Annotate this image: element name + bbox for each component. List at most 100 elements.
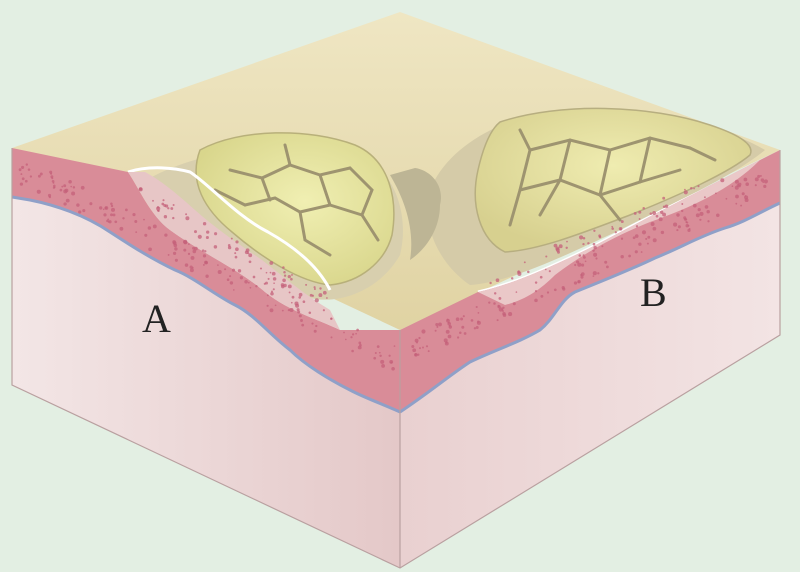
stipple-dot [641, 230, 647, 235]
stipple-dot [684, 188, 686, 191]
stipple-dot [645, 237, 648, 240]
stipple-dot [380, 359, 385, 364]
stipple-dot [114, 220, 118, 224]
stipple-dot [164, 233, 168, 237]
stipple-dot [676, 213, 680, 217]
stipple-dot [122, 217, 125, 220]
stipple-dot [65, 198, 70, 203]
stipple-dot [706, 209, 710, 214]
stipple-dot [545, 255, 548, 258]
stipple-dot [302, 300, 306, 304]
stipple-dot [620, 220, 624, 224]
stipple-dot [557, 250, 560, 254]
stipple-dot [649, 212, 653, 215]
stipple-dot [687, 224, 690, 227]
stipple-dot [463, 332, 467, 335]
stipple-dot [508, 312, 513, 317]
stipple-dot [462, 315, 465, 318]
stipple-dot [313, 329, 317, 333]
stipple-dot [393, 345, 396, 347]
stipple-dot [498, 307, 503, 312]
stipple-dot [76, 203, 80, 207]
stipple-dot [731, 185, 734, 187]
stipple-dot [192, 249, 197, 254]
stipple-dot [173, 243, 178, 248]
stipple-dot [147, 226, 152, 230]
stipple-dot [593, 229, 596, 232]
stipple-dot [754, 184, 757, 187]
stipple-dot [27, 168, 31, 171]
stipple-dot [658, 217, 663, 222]
stipple-dot [102, 208, 105, 211]
stipple-dot [162, 199, 165, 202]
stipple-dot [230, 237, 233, 240]
stipple-dot [172, 251, 177, 256]
stipple-dot [322, 290, 327, 295]
stipple-dot [662, 196, 666, 200]
stipple-dot [194, 246, 198, 251]
stipple-dot [358, 341, 362, 345]
stipple-dot [534, 298, 538, 303]
stipple-dot [213, 245, 218, 249]
stipple-dot [488, 301, 491, 304]
stipple-dot [202, 263, 205, 266]
stipple-dot [683, 217, 687, 221]
stipple-dot [161, 202, 165, 206]
stipple-dot [291, 295, 295, 299]
stipple-dot [266, 294, 269, 297]
stipple-dot [633, 211, 637, 215]
stipple-dot [416, 341, 418, 344]
stipple-dot [143, 218, 145, 221]
stipple-dot [576, 260, 580, 264]
basement-line-right [399, 201, 781, 414]
stipple-dot [156, 206, 161, 211]
stipple-dot [148, 247, 152, 252]
stipple-dot [477, 320, 480, 323]
stipple-dot [53, 186, 56, 189]
stipple-dot [434, 329, 437, 332]
stipple-dot [411, 345, 415, 348]
epidermis-left [12, 148, 400, 412]
crater-valley [390, 168, 441, 260]
stipple-dot [204, 261, 208, 265]
stipple-dot [344, 338, 347, 341]
stipple-dot [577, 280, 580, 284]
stipple-dot [296, 308, 300, 312]
stipple-dot [459, 331, 462, 335]
stipple-dot [283, 274, 287, 277]
stipple-dot [517, 271, 522, 276]
stipple-dot [71, 191, 76, 196]
stipple-dot [374, 352, 377, 354]
stipple-dot [652, 226, 657, 231]
stipple-dot [497, 304, 500, 308]
stipple-dot [582, 242, 585, 246]
stipple-dot [716, 213, 720, 218]
stipple-dot [566, 240, 568, 243]
stipple-dot [417, 353, 420, 356]
stipple-dot [282, 266, 285, 269]
stipple-dot [270, 290, 274, 293]
stipple-dot [39, 172, 43, 176]
stipple-dot [685, 221, 688, 223]
stipple-dot [540, 294, 544, 298]
stipple-dot [185, 213, 188, 216]
stipple-dot [707, 220, 710, 223]
stipple-dot [740, 204, 743, 207]
stipple-dot [191, 266, 194, 269]
stipple-dot [419, 347, 421, 350]
stipple-dot [164, 204, 169, 208]
stipple-dot [202, 254, 207, 258]
stipple-dot [229, 275, 232, 278]
stipple-dot [690, 187, 693, 190]
stipple-dot [248, 260, 252, 264]
stipple-dot [315, 324, 318, 328]
stipple-dot [763, 179, 768, 184]
stipple-dot [510, 277, 514, 280]
stipple-dot [269, 308, 274, 313]
block-outline [11, 148, 781, 569]
stipple-dot [319, 287, 322, 290]
stipple-dot [183, 248, 187, 252]
stipple-dot [614, 231, 617, 234]
stipple-dot [183, 239, 188, 244]
stipple-dot [695, 213, 700, 218]
